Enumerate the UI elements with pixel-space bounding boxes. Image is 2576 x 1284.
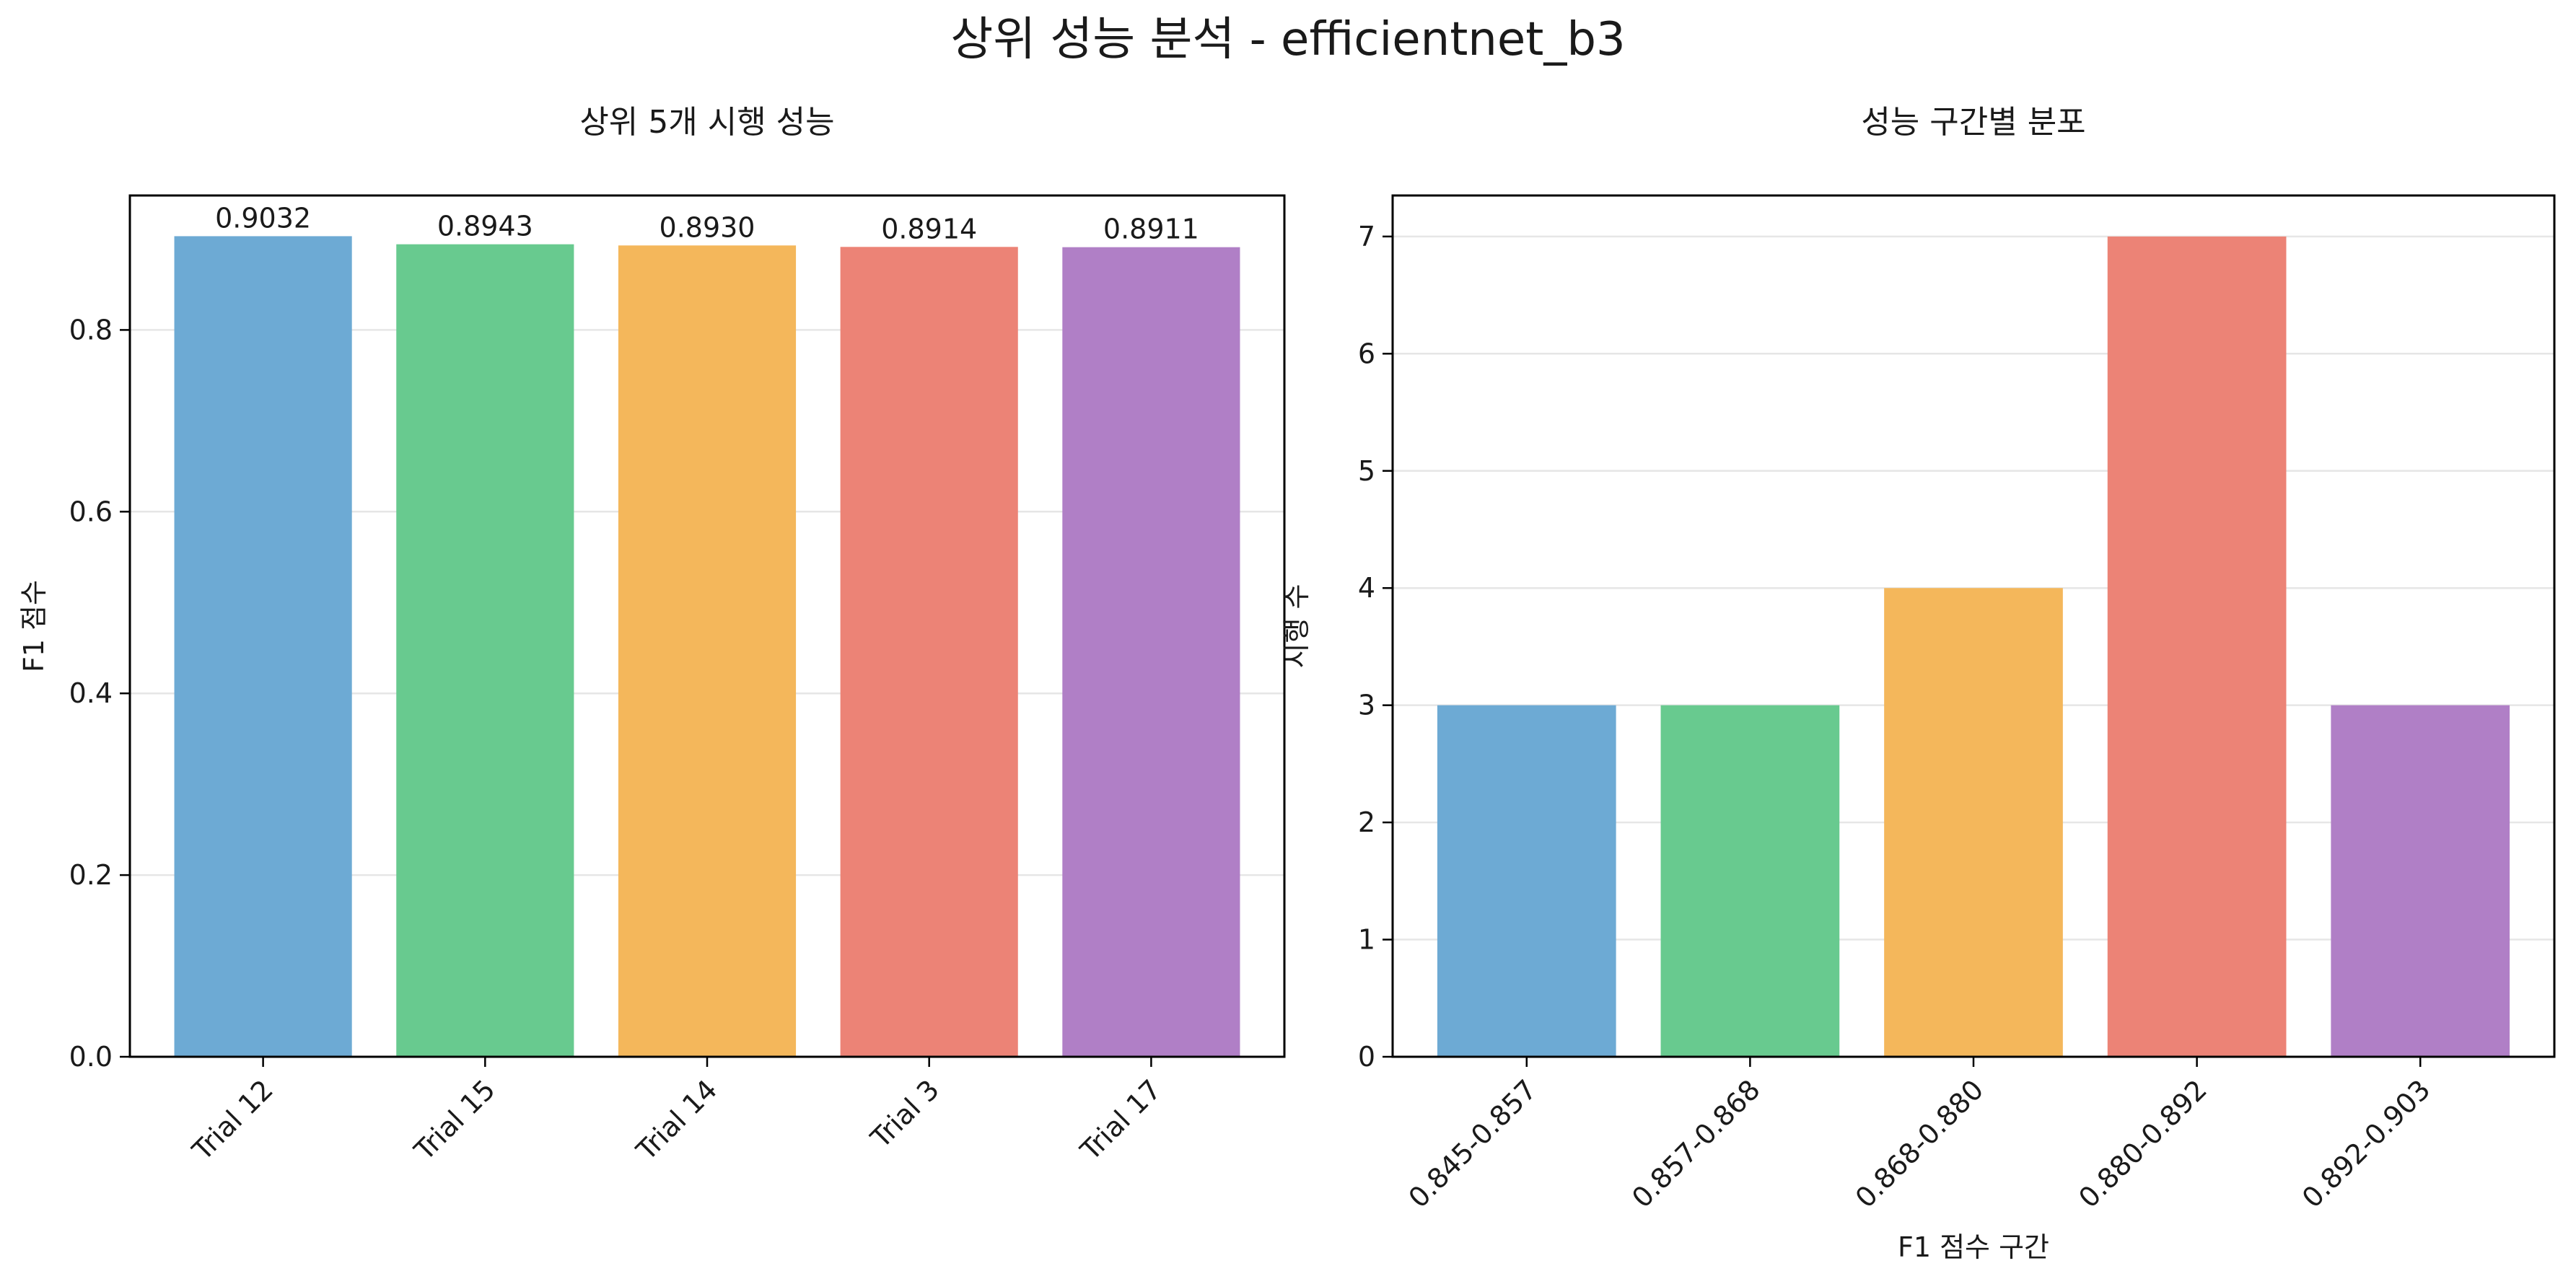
chart1-bar-1 xyxy=(174,236,352,1057)
chart1-title: 상위 5개 시행 성능 xyxy=(579,104,834,141)
chart2-xtick-label: 0.892-0.903 xyxy=(2296,1073,2437,1214)
chart2-ytick-label: 1 xyxy=(1358,924,1375,956)
chart1-ytick-label: 0.0 xyxy=(69,1041,113,1073)
chart2-ytick-label: 5 xyxy=(1358,455,1375,487)
chart2-ytick-label: 4 xyxy=(1358,572,1375,604)
chart1-bar-3 xyxy=(618,245,797,1057)
chart2-ytick-label: 2 xyxy=(1358,806,1375,838)
chart1-ytick-label: 0.4 xyxy=(69,677,113,709)
chart1-ytick-label: 0.6 xyxy=(69,496,113,527)
chart2-xtick-label: 0.868-0.880 xyxy=(1849,1073,1990,1214)
chart1-bar-value-label: 0.8911 xyxy=(1103,214,1199,245)
chart1-axes-frame xyxy=(128,194,1286,1058)
chart1-bar-value-label: 0.8930 xyxy=(660,211,755,243)
chart2-bar-5 xyxy=(2331,705,2510,1057)
chart2-xtick-label: 0.880-0.892 xyxy=(2072,1073,2213,1214)
chart1-ylabel: F1 점수 xyxy=(18,580,50,672)
chart2-axes-frame xyxy=(1391,194,2556,1058)
chart1-xtick-label: Trial 12 xyxy=(186,1073,279,1166)
chart1-xtick-label: Trial 3 xyxy=(864,1073,945,1154)
chart2-title: 성능 구간별 분포 xyxy=(1861,104,2085,141)
chart2-bar-4 xyxy=(2107,236,2287,1057)
chart1-xtick-label: Trial 17 xyxy=(1074,1073,1167,1166)
chart2-bar-1 xyxy=(1437,705,1616,1057)
chart1-ytick-label: 0.8 xyxy=(69,314,113,346)
chart1-bar-value-label: 0.9032 xyxy=(215,202,311,234)
chart2-xtick-label: 0.857-0.868 xyxy=(1626,1073,1766,1214)
chart2-bar-3 xyxy=(1884,588,2063,1057)
chart1-xtick-label: Trial 14 xyxy=(630,1073,723,1166)
chart1-bar-2 xyxy=(396,244,574,1057)
chart2-ylabel: 시행 수 xyxy=(1281,584,1313,669)
chart1-ytick-label: 0.2 xyxy=(69,859,113,891)
score-distribution-chart: 성능 구간별 분포 0 1 2 3 4 5 6 7 0.845-0.857 0.857-0.868 0… xyxy=(1281,104,2556,1263)
chart2-xlabel: F1 점수 구간 xyxy=(1898,1231,2049,1263)
chart2-xtick-label: 0.845-0.857 xyxy=(1402,1073,1543,1214)
chart2-ytick-label: 3 xyxy=(1358,690,1375,721)
chart2-ytick-label: 7 xyxy=(1358,221,1375,252)
chart2-ytick-label: 0 xyxy=(1358,1041,1375,1073)
top-trials-chart: 상위 5개 시행 성능 0.0 0.2 0.4 0.6 0.8 0.9032 Trial 12… xyxy=(18,104,1286,1167)
chart2-bar-2 xyxy=(1660,705,1840,1057)
chart1-bar-value-label: 0.8943 xyxy=(437,211,533,242)
chart1-bar-value-label: 0.8914 xyxy=(881,213,977,245)
figure-title: 상위 성능 분석 - efficientnet_b3 xyxy=(950,13,1625,66)
chart1-bar-4 xyxy=(840,247,1018,1057)
chart1-bar-5 xyxy=(1062,247,1240,1057)
chart1-xtick-label: Trial 15 xyxy=(408,1073,501,1166)
chart2-ytick-label: 6 xyxy=(1358,338,1375,369)
